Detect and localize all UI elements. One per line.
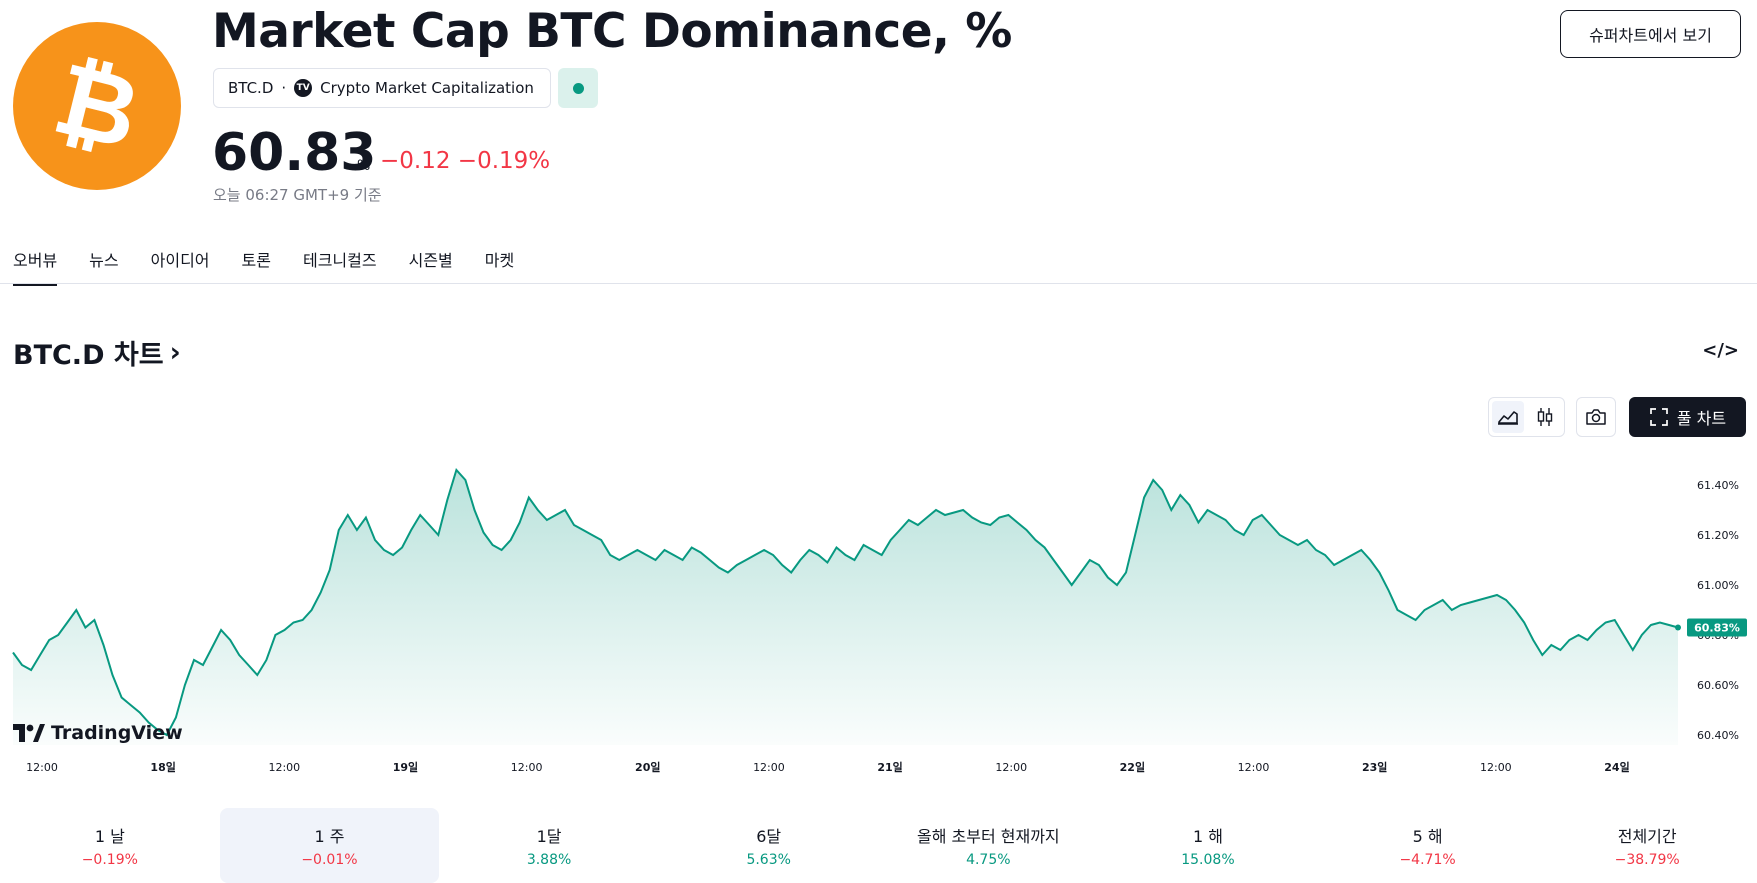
x-tick-label: 12:00 bbox=[753, 761, 785, 774]
period-value: 4.75% bbox=[966, 852, 1011, 868]
last-value-dot bbox=[1675, 624, 1681, 631]
camera-icon[interactable] bbox=[1576, 397, 1616, 437]
svg-text:₿: ₿ bbox=[43, 51, 150, 161]
period-1-week[interactable]: 1 주 −0.01% bbox=[219, 808, 440, 883]
period-label: 올해 초부터 현재까지 bbox=[916, 827, 1060, 846]
period-label: 1 날 bbox=[94, 827, 125, 846]
period-1-day[interactable]: 1 날 −0.19% bbox=[0, 808, 220, 883]
tradingview-wordmark: TradingView bbox=[51, 722, 183, 744]
x-tick-label: 12:00 bbox=[511, 761, 543, 774]
performance-periods: 1 날 −0.19% 1 주 −0.01% 1달 3.88% 6달 5.63% 올해 초… bbox=[0, 808, 1757, 883]
price-chart[interactable]: 61.40%61.20%61.00%60.80%60.60%60.40%60.8… bbox=[0, 455, 1757, 785]
x-tick-label: 12:00 bbox=[268, 761, 300, 774]
market-status-indicator[interactable] bbox=[558, 68, 598, 108]
tab-technicals[interactable]: 테크니컬즈 bbox=[302, 251, 377, 270]
chart-area-fill bbox=[13, 470, 1678, 745]
symbol-chip[interactable]: BTC.D · TV Crypto Market Capitalization bbox=[213, 68, 551, 108]
period-1-month[interactable]: 1달 3.88% bbox=[439, 808, 659, 883]
x-tick-label: 24일 bbox=[1604, 760, 1629, 774]
last-value-badge bbox=[1687, 618, 1747, 637]
period-label: 1달 bbox=[536, 827, 562, 846]
candlestick-chart-icon[interactable] bbox=[1529, 401, 1561, 433]
period-value: −38.79% bbox=[1614, 852, 1680, 868]
tab-discussion[interactable]: 토론 bbox=[241, 251, 271, 270]
y-tick-label: 61.20% bbox=[1697, 529, 1739, 542]
period-value: 15.08% bbox=[1181, 852, 1235, 868]
symbol-label: BTC.D bbox=[228, 79, 274, 97]
tab-seasonals[interactable]: 시즌별 bbox=[408, 251, 453, 270]
x-tick-label: 21일 bbox=[877, 760, 902, 774]
period-all-time[interactable]: 전체기간 −38.79% bbox=[1537, 808, 1757, 883]
period-1-year[interactable]: 1 해 15.08% bbox=[1098, 808, 1318, 883]
y-tick-label: 60.40% bbox=[1697, 729, 1739, 742]
tab-markets[interactable]: 마켓 bbox=[484, 251, 515, 270]
price-change: −0.12 −0.19% bbox=[380, 148, 550, 174]
x-tick-label: 20일 bbox=[635, 760, 660, 774]
change-abs: −0.12 bbox=[380, 148, 451, 174]
tabs-divider bbox=[0, 283, 1757, 284]
status-dot-icon bbox=[572, 82, 584, 94]
x-tick-label: 12:00 bbox=[1480, 761, 1512, 774]
x-tick-label: 18일 bbox=[150, 760, 175, 774]
x-tick-label: 12:00 bbox=[995, 761, 1027, 774]
x-tick-label: 12:00 bbox=[1238, 761, 1270, 774]
x-tick-label: 19일 bbox=[393, 760, 418, 774]
x-tick-label: 12:00 bbox=[26, 761, 58, 774]
y-tick-label: 61.40% bbox=[1697, 479, 1739, 492]
period-label: 6달 bbox=[756, 827, 782, 846]
full-chart-button[interactable]: 풀 차트 bbox=[1629, 397, 1746, 437]
area-chart-icon[interactable] bbox=[1491, 401, 1524, 433]
period-5-year[interactable]: 5 해 −4.71% bbox=[1318, 808, 1538, 883]
source-label: Crypto Market Capitalization bbox=[320, 79, 534, 97]
period-value: 5.63% bbox=[746, 852, 791, 868]
fullscreen-icon bbox=[1650, 408, 1668, 426]
x-tick-label: 22일 bbox=[1120, 760, 1145, 774]
bitcoin-logo-icon: ₿ bbox=[13, 22, 181, 190]
y-tick-label: 61.00% bbox=[1697, 579, 1739, 592]
y-tick-label: 60.60% bbox=[1697, 679, 1739, 692]
period-label: 전체기간 bbox=[1617, 827, 1677, 846]
tab-bar: 오버뷰 뉴스 아이디어 토론 테크니컬즈 시즌별 마켓 bbox=[13, 247, 546, 286]
price-unit: % bbox=[357, 158, 371, 174]
period-value: 3.88% bbox=[526, 852, 572, 868]
chart-heading-text: BTC.D 차트 bbox=[13, 340, 164, 371]
chart-heading-link[interactable]: BTC.D 차트 › bbox=[13, 333, 181, 372]
chart-style-toggle bbox=[1488, 397, 1565, 437]
page-title: Market Cap BTC Dominance, % bbox=[212, 4, 1012, 59]
period-6-month[interactable]: 6달 5.63% bbox=[659, 808, 879, 883]
period-label: 1 주 bbox=[314, 827, 345, 846]
separator: · bbox=[281, 79, 287, 97]
tradingview-logo-icon bbox=[13, 724, 45, 742]
full-chart-label: 풀 차트 bbox=[1676, 409, 1727, 428]
period-value: −4.71% bbox=[1399, 852, 1456, 868]
embed-code-icon[interactable]: </> bbox=[1702, 340, 1739, 361]
supercharts-button[interactable]: 슈퍼차트에서 보기 bbox=[1560, 10, 1741, 58]
as-of-time: 오늘 06:27 GMT+9 기준 bbox=[213, 186, 382, 204]
period-value: −0.01% bbox=[301, 852, 358, 868]
tradingview-watermark: TradingView bbox=[13, 722, 183, 744]
period-ytd[interactable]: 올해 초부터 현재까지 4.75% bbox=[879, 808, 1099, 883]
price-value: 60.83 bbox=[212, 123, 377, 183]
tab-news[interactable]: 뉴스 bbox=[89, 251, 119, 270]
period-value: −0.19% bbox=[81, 852, 138, 868]
chart-series-line bbox=[12, 468, 1679, 737]
change-pct: −0.19% bbox=[457, 148, 551, 174]
tradingview-source-icon: TV bbox=[294, 79, 313, 97]
tab-overview[interactable]: 오버뷰 bbox=[13, 247, 58, 286]
x-tick-label: 23일 bbox=[1362, 760, 1387, 774]
period-label: 5 해 bbox=[1412, 827, 1443, 846]
last-value-label: 60.83% bbox=[1694, 622, 1740, 635]
bitcoin-symbol-icon: ₿ bbox=[43, 51, 150, 161]
chevron-right-icon: › bbox=[169, 337, 181, 368]
tab-ideas[interactable]: 아이디어 bbox=[150, 251, 210, 270]
period-label: 1 해 bbox=[1192, 827, 1223, 846]
